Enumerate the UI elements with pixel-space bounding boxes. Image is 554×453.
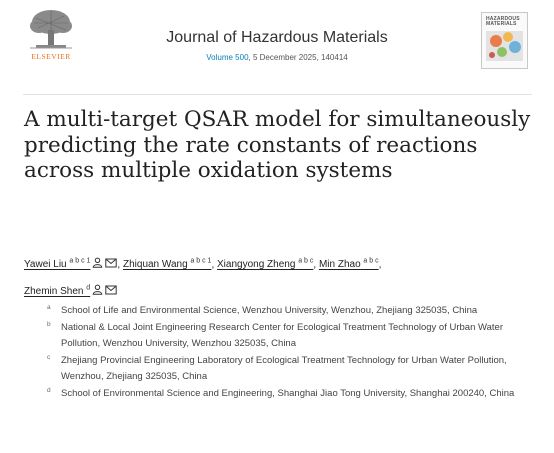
journal-title[interactable]: Journal of Hazardous Materials [166,29,388,46]
affiliation-mark: b [47,320,51,328]
cover-title: HAZARDOUS MATERIALS [486,17,520,27]
affiliation-text: National & Local Joint Engineering Resea… [61,321,503,350]
author-name: Zhiquan Wang [122,259,188,271]
author-name: Zhemin Shen [24,285,84,297]
email-icon[interactable] [105,282,117,304]
issue-details: , 5 December 2025, 140414 [248,53,348,62]
cover-title-line2: MATERIALS [486,21,517,27]
affiliation-list: a School of Life and Environmental Scienc… [45,303,535,402]
journal-header: ELSEVIER Journal of Hazardous Materials … [0,0,554,95]
article-title: A multi-target QSAR model for simultaneo… [24,107,531,183]
affiliation-item: a School of Life and Environmental Scienc… [45,303,535,320]
affiliation-text: School of Environmental Science and Engi… [61,387,515,399]
author-name: Xiangyong Zheng [217,259,296,271]
author-link[interactable]: Zhiquan Wang a b c 1 [122,258,212,271]
person-icon[interactable] [92,255,103,277]
affiliation-mark: c [47,353,51,361]
author-link[interactable]: Zhemin Shen d [24,284,91,297]
affiliation-mark: a [47,304,51,311]
affiliation-item: c Zhejiang Provincial Engineering Laborat… [45,353,535,386]
affiliation-text: School of Life and Environmental Science… [61,305,478,316]
author-affiliation-marks: a b c [298,258,314,265]
author-separator: , [211,259,218,271]
author-affiliation-marks: a b c [363,258,379,265]
journal-issue-info: Volume 500, 5 December 2025, 140414 [0,53,554,62]
journal-cover-thumbnail[interactable]: HAZARDOUS MATERIALS [481,12,528,69]
person-icon[interactable] [92,282,103,304]
author-affiliation-marks: a b c 1 [69,258,91,265]
author-link[interactable]: Min Zhao a b c [318,258,379,271]
cover-artwork [486,31,523,61]
affiliation-text: Zhejiang Provincial Engineering Laborato… [61,354,507,383]
author-link[interactable]: Xiangyong Zheng a b c [217,258,314,271]
cover-title-line1: HAZARDOUS [486,16,520,22]
header-divider [23,94,532,95]
author-name: Min Zhao [318,259,361,271]
affiliation-item: d School of Environmental Science and Eng… [45,386,535,403]
author-separator: , [378,259,382,271]
volume-link[interactable]: Volume 500 [206,53,249,62]
elsevier-tree-logo[interactable] [26,8,76,66]
affiliation-mark: d [47,386,51,394]
email-icon[interactable] [105,255,118,277]
author-list: Yawei Liu a b c 1, Zhiquan Wang a b c 1,… [24,251,524,304]
affiliation-item: b National & Local Joint Engineering Rese… [45,320,535,353]
author-link[interactable]: Yawei Liu a b c 1 [24,258,91,271]
author-affiliation-marks: d [86,284,91,292]
author-name: Yawei Liu [24,259,67,271]
author-affiliation-marks: a b c 1 [190,258,212,265]
publisher-name: ELSEVIER [31,52,71,61]
author-separator: , [117,259,123,271]
author-separator: , [313,259,319,271]
